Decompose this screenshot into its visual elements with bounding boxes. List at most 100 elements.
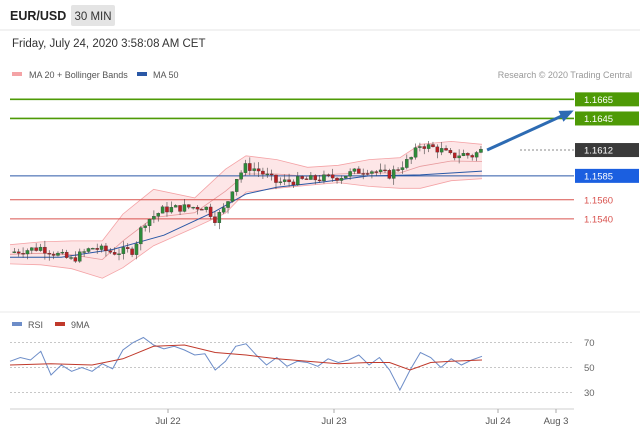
ma20-line (9, 160, 483, 261)
datetime-label: Friday, July 24, 2020 3:58:08 AM CET (12, 38, 205, 50)
candle-body (125, 247, 130, 250)
candle-body (479, 149, 483, 153)
candle-body (287, 179, 291, 183)
level-label-1-1665: 1.1665 (584, 95, 613, 106)
candle-body (104, 245, 108, 252)
candle-body (444, 148, 448, 151)
candle-body (439, 148, 444, 153)
candle-body (182, 204, 187, 212)
timeframe-button-bg[interactable] (71, 5, 115, 26)
candle-body (282, 179, 287, 182)
candle-body (60, 251, 65, 254)
candle-body (322, 174, 326, 182)
candle-body (248, 163, 252, 171)
bollinger-lower-line (9, 178, 483, 279)
candle-body (339, 177, 344, 181)
candle-body (16, 251, 21, 254)
candle-body (64, 251, 69, 258)
candle-body (435, 146, 440, 153)
legend-label-bollinger: MA 20 + Bollinger Bands (29, 70, 128, 80)
candle-body (326, 174, 331, 176)
price-panel: 1.1665 1.1645 1.1612 1.1585 1.1560 1.1540 (9, 92, 639, 279)
candle-body (383, 169, 387, 172)
candle-body (230, 191, 235, 202)
ma50-line (10, 170, 483, 258)
candle-body (139, 227, 143, 245)
legend-swatch-9ma (55, 322, 65, 326)
time-axis-label: Jul 23 (321, 416, 346, 427)
candle-body (330, 174, 335, 179)
candle-body (387, 170, 392, 179)
candle-body (296, 176, 300, 186)
candle-body (431, 144, 435, 148)
candle-body (208, 206, 213, 217)
candle-body (130, 248, 134, 255)
candle-body (357, 168, 361, 174)
candle-body (317, 179, 322, 182)
candle-body (405, 159, 409, 168)
candle-body (25, 250, 30, 255)
candle-body (156, 213, 161, 217)
candle-body (117, 253, 121, 255)
level-tag-bg-1-1665 (575, 92, 639, 107)
candle-body (200, 208, 204, 211)
candle-body (422, 146, 426, 149)
candle-body (352, 168, 357, 172)
candle-body (195, 206, 200, 210)
candle-body (265, 173, 270, 176)
candle-body (47, 252, 51, 255)
projection-arrow-shaft (486, 110, 572, 152)
candle-body (470, 155, 474, 158)
candle-body (21, 253, 25, 255)
rsi-line (9, 336, 483, 392)
candle-body (239, 172, 243, 180)
candle-body (304, 178, 309, 180)
candle-body (413, 147, 418, 158)
candle-body (78, 251, 82, 262)
candle-body (453, 152, 457, 159)
level-label-1-1612: 1.1612 (584, 146, 613, 157)
candle-body (213, 216, 217, 223)
credit-label: Research © 2020 Trading Central (498, 70, 632, 80)
candle-body (147, 219, 152, 226)
rsi-tick-label: 50 (584, 363, 595, 374)
candle-body (409, 157, 413, 160)
candle-body (348, 171, 352, 177)
level-label-1-1645: 1.1645 (584, 114, 613, 125)
candle-body (474, 152, 479, 158)
timeframe-button[interactable]: 30 MIN (74, 11, 111, 23)
candle-body (234, 179, 239, 192)
candle-body (243, 163, 248, 173)
candle-body (313, 175, 317, 181)
candle-body (226, 201, 230, 208)
candle-body (108, 250, 113, 253)
level-tag-bg-1-1645 (575, 111, 639, 126)
candle-body (256, 168, 261, 172)
projection-arrow-head (558, 110, 574, 122)
level-label-1-1560: 1.1560 (584, 195, 613, 206)
candle-body (217, 212, 222, 223)
candle-body (95, 248, 99, 250)
rsi-tick-label: 30 (584, 388, 595, 399)
candle-body (56, 252, 60, 256)
candle-body (365, 173, 370, 175)
candle-body (396, 169, 400, 171)
candle-body (173, 205, 178, 208)
candle-body (426, 144, 431, 149)
candle-body (391, 169, 396, 179)
candle-body (69, 257, 73, 259)
candle-body (43, 246, 47, 254)
candle-body (160, 206, 165, 214)
candle-body (143, 225, 147, 228)
time-axis: Jul 22 Jul 23 Jul 24 Aug 3 (10, 408, 574, 427)
candle-body (30, 247, 34, 251)
candle-body (291, 181, 296, 186)
candle-body (152, 216, 156, 220)
rsi-panel: 70 50 30 (0, 311, 640, 399)
candle-body (34, 247, 38, 251)
level-tag-bg-1-1612 (575, 143, 639, 158)
candle-body (457, 155, 461, 159)
candle-body (121, 247, 126, 254)
